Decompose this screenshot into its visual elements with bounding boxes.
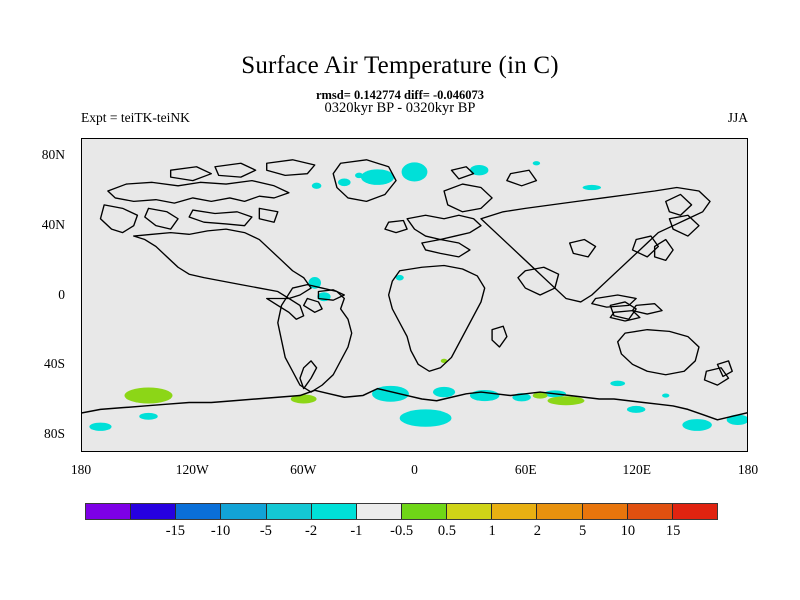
colorbar-band-3: [220, 504, 266, 519]
y-axis-label-80s: 80S: [43, 426, 65, 442]
colorbar-tick-15: 15: [665, 523, 681, 539]
x-axis-label-0: 0: [411, 462, 418, 477]
colorbar-band-2: [175, 504, 221, 519]
x-tick-major: [0, 35, 1, 44]
x-axis-label-60w: 60W: [290, 462, 317, 477]
experiment-label: Expt = teiTK-teiNK: [81, 110, 190, 125]
y-axis-label-40s: 40S: [43, 356, 65, 372]
x-tick-minor: [0, 263, 1, 269]
colorbar-tick-10: 10: [620, 523, 636, 539]
y-axis-label-40n: 40N: [41, 216, 65, 232]
colorbar-tick--1: -1: [350, 523, 363, 539]
colorbar-band-0: [86, 504, 131, 519]
colorbar-band-4: [265, 504, 311, 519]
colorbar-band-5: [310, 504, 356, 519]
colorbar[interactable]: [85, 503, 718, 520]
x-tick-major: [0, 26, 1, 35]
colorbar-tick-0.5: 0.5: [437, 523, 456, 539]
world-map: [82, 159, 747, 431]
colorbar-tick--2: -2: [305, 523, 318, 539]
colorbar-tick-2: 2: [533, 523, 542, 539]
colorbar-band-1: [130, 504, 176, 519]
colorbar-band-11: [581, 504, 627, 519]
colorbar-band-13: [671, 504, 717, 519]
page-title: Surface Air Temperature (in C): [241, 52, 559, 79]
y-axis-label-0: 0: [58, 286, 65, 302]
colorbar-band-12: [626, 504, 672, 519]
colorbar-band-9: [491, 504, 537, 519]
x-axis-label-60e: 60E: [514, 462, 537, 477]
x-axis-label-180w: 180: [70, 462, 92, 477]
x-axis-label-120w: 120W: [175, 462, 209, 477]
colorbar-tick-1: 1: [488, 523, 496, 539]
colorbar-tick--15: -15: [165, 523, 186, 539]
season-label: JJA: [727, 110, 748, 125]
colorbar-band-7: [400, 504, 447, 519]
colorbar-band-8: [446, 504, 492, 519]
period-label: 0320kyr BP - 0320kyr BP: [324, 100, 476, 116]
colorbar-tick-5: 5: [578, 523, 587, 539]
coastline-layer: [82, 159, 747, 421]
colorbar-tick--0.5: -0.5: [390, 523, 414, 539]
colorbar-band-10: [536, 504, 582, 519]
statistics-label: rmsd= 0.142774 diff= -0.046073: [315, 88, 485, 102]
map-plot-area[interactable]: [81, 138, 748, 452]
x-axis-label-180e: 180: [737, 462, 759, 477]
colorbar-tick--5: -5: [259, 523, 272, 539]
x-axis-label-120e: 120E: [622, 462, 652, 477]
colorbar-band-6: [355, 504, 401, 519]
anomaly-shading-layer: [89, 161, 747, 431]
y-axis-label-80n: 80N: [41, 147, 65, 162]
colorbar-tick--10: -10: [210, 523, 231, 539]
